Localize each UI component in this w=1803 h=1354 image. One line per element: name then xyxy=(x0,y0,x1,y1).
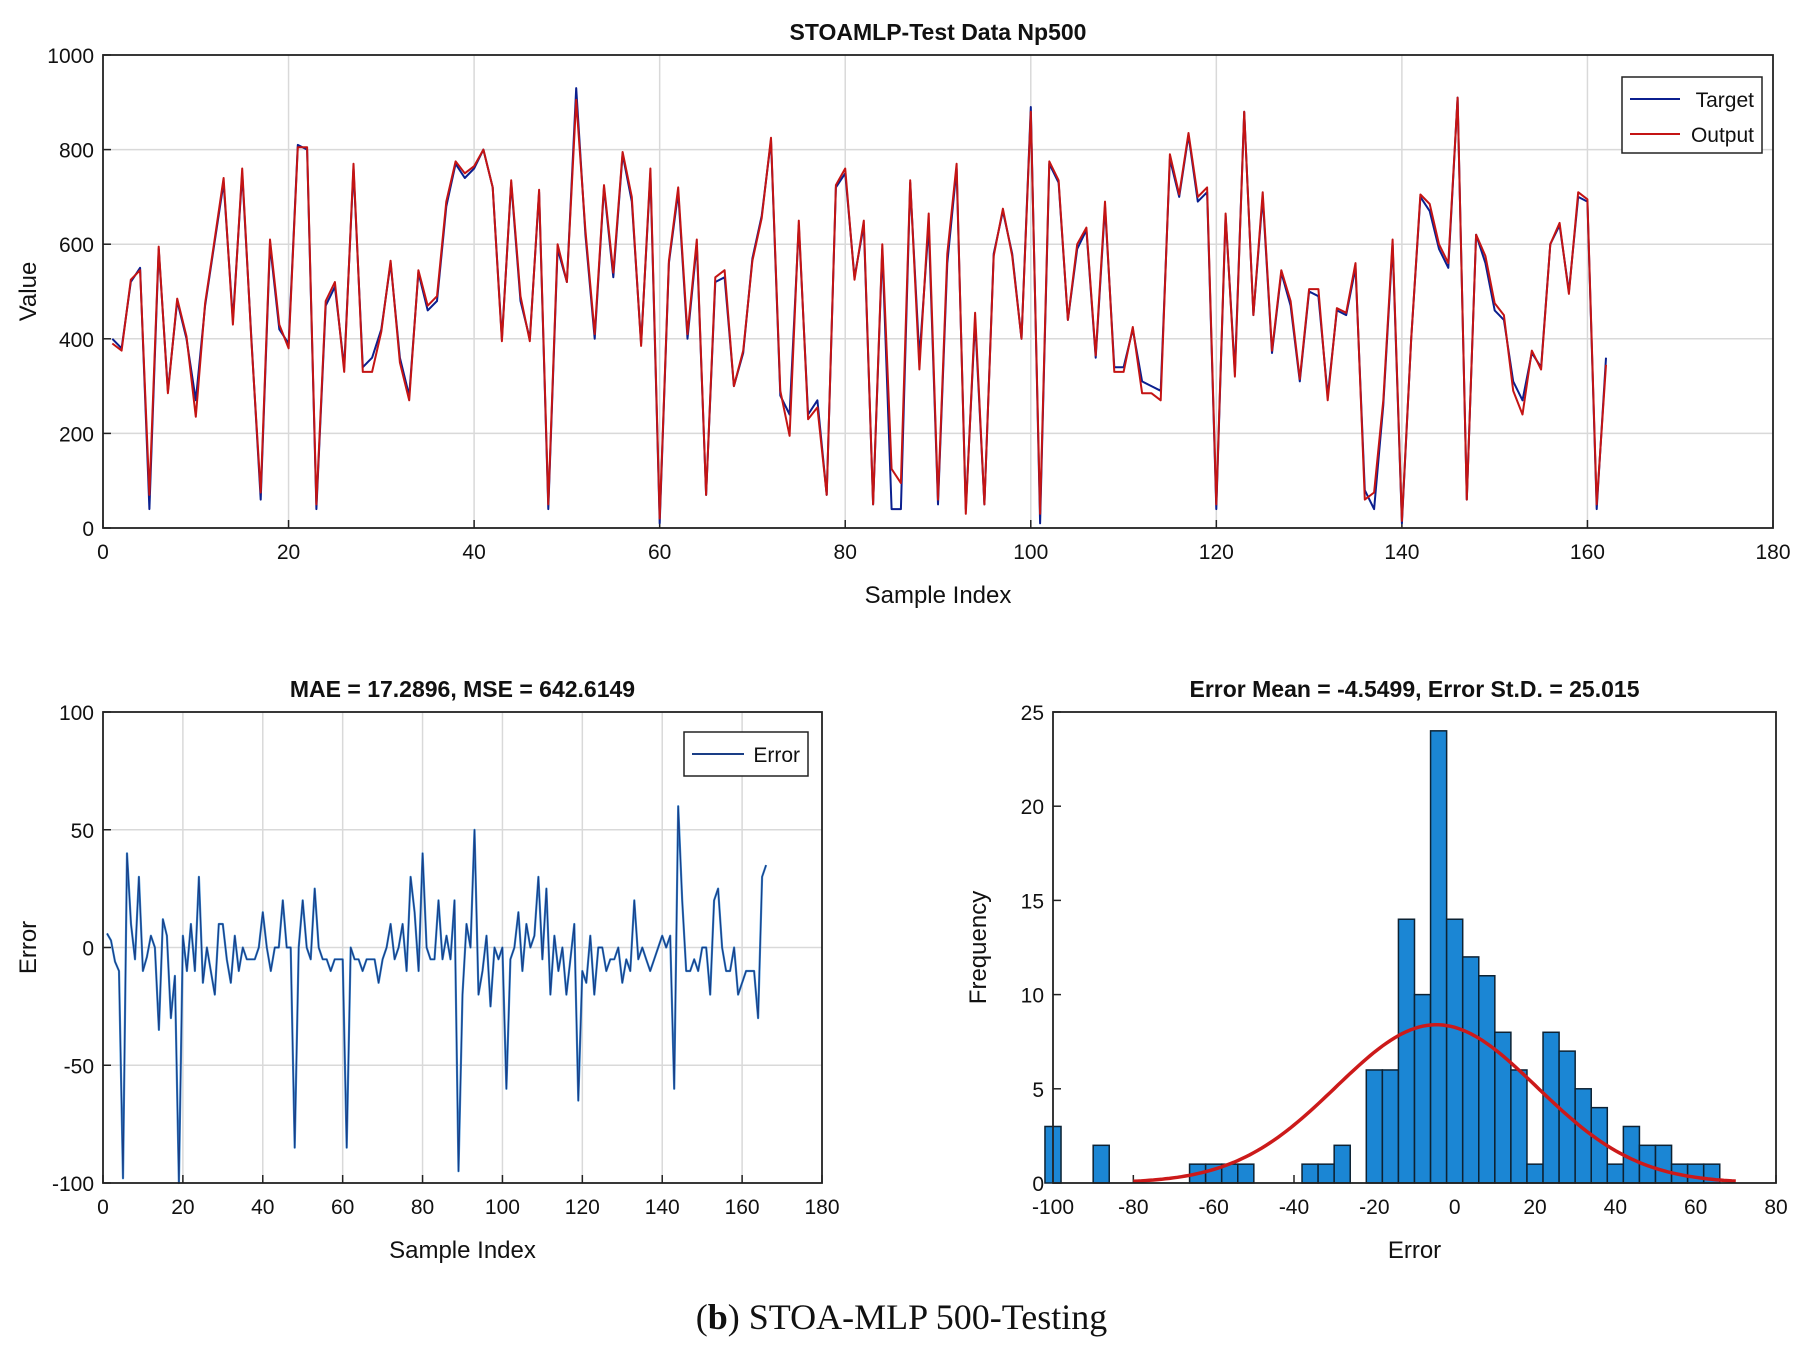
x-axis-label: Error xyxy=(1388,1237,1441,1264)
chart-title: STOAMLP-Test Data Np500 xyxy=(790,19,1087,45)
x-tick-label: 140 xyxy=(1384,541,1419,564)
x-tick-label: 80 xyxy=(1764,1196,1787,1219)
x-tick-label: 60 xyxy=(331,1196,354,1219)
x-tick-label: -60 xyxy=(1198,1196,1228,1219)
x-tick-label: 160 xyxy=(725,1196,760,1219)
figure-caption: (b) STOA-MLP 500-Testing xyxy=(695,1297,1108,1337)
x-tick-label: 80 xyxy=(834,541,857,564)
histogram-bar xyxy=(1478,975,1496,1184)
x-tick-label: 100 xyxy=(1013,541,1048,564)
legend-label-target: Target xyxy=(1696,89,1755,112)
histogram-bar xyxy=(1333,1144,1351,1184)
x-tick-label: -80 xyxy=(1118,1196,1148,1219)
legend-label-error: Error xyxy=(753,744,800,767)
error-line xyxy=(106,805,767,1184)
histogram-bar xyxy=(1461,956,1480,1184)
x-tick-label: 180 xyxy=(1755,541,1790,564)
chart-title: Error Mean = -4.5499, Error St.D. = 25.0… xyxy=(1189,676,1639,702)
x-tick-label: 40 xyxy=(251,1196,274,1219)
legend-label-output: Output xyxy=(1691,124,1754,147)
histogram-bar xyxy=(1510,1069,1528,1184)
y-tick-label: 0 xyxy=(82,518,94,541)
histogram-bar xyxy=(1092,1144,1110,1184)
x-tick-label: 120 xyxy=(565,1196,600,1219)
y-tick-label: 5 xyxy=(1032,1079,1044,1102)
x-tick-label: 40 xyxy=(1604,1196,1627,1219)
plot-area-1 xyxy=(103,55,1773,528)
plot-frame xyxy=(102,711,823,1184)
y-axis-label: Frequency xyxy=(965,891,992,1004)
x-tick-label: 0 xyxy=(1449,1196,1461,1219)
y-tick-label: 1000 xyxy=(47,45,94,68)
histogram-bar xyxy=(1317,1163,1335,1184)
y-tick-label: 0 xyxy=(1032,1173,1044,1196)
x-tick-label: 120 xyxy=(1199,541,1234,564)
y-tick-label: 800 xyxy=(59,140,94,163)
y-tick-label: 50 xyxy=(71,820,94,843)
x-tick-label: 140 xyxy=(645,1196,680,1219)
chart-title: MAE = 17.2896, MSE = 642.6149 xyxy=(290,676,635,702)
legend-box xyxy=(1621,76,1763,154)
x-tick-label: -40 xyxy=(1279,1196,1309,1219)
histogram-bar xyxy=(1413,993,1432,1184)
x-tick-label: -20 xyxy=(1359,1196,1389,1219)
x-tick-label: 40 xyxy=(462,541,485,564)
y-axis-label: Value xyxy=(15,262,42,322)
histogram-bar xyxy=(1445,918,1464,1184)
y-tick-label: -100 xyxy=(52,1173,94,1196)
x-tick-label: 0 xyxy=(97,1196,109,1219)
normal-fit-curve xyxy=(1133,1023,1736,1184)
histogram-bar xyxy=(1429,730,1448,1184)
x-tick-label: 80 xyxy=(411,1196,434,1219)
y-tick-label: 600 xyxy=(59,234,94,257)
y-tick-label: 100 xyxy=(59,702,94,725)
histogram-bar xyxy=(1397,918,1416,1184)
x-tick-label: 20 xyxy=(171,1196,194,1219)
x-tick-label: 60 xyxy=(1684,1196,1707,1219)
x-tick-label: 0 xyxy=(97,541,109,564)
histogram-bar xyxy=(1574,1088,1592,1184)
histogram-bar xyxy=(1686,1163,1705,1184)
plot-frame xyxy=(1052,711,1777,1184)
x-tick-label: 60 xyxy=(648,541,671,564)
x-tick-label: 100 xyxy=(485,1196,520,1219)
histogram-bar xyxy=(1526,1163,1544,1184)
y-tick-label: -50 xyxy=(64,1055,94,1078)
x-tick-label: 20 xyxy=(277,541,300,564)
y-tick-label: 400 xyxy=(59,329,94,352)
plot-frame xyxy=(102,54,1774,529)
histogram-bar xyxy=(1237,1163,1255,1184)
histogram-bar xyxy=(1654,1144,1673,1184)
caption-letter: b xyxy=(707,1297,728,1337)
y-tick-label: 25 xyxy=(1021,702,1044,725)
caption-text: STOA-MLP 500-Testing xyxy=(748,1297,1108,1337)
y-tick-label: 20 xyxy=(1021,796,1044,819)
x-axis-label: Sample Index xyxy=(865,582,1012,609)
histogram-bar xyxy=(1301,1163,1319,1184)
x-tick-label: -100 xyxy=(1032,1196,1074,1219)
series-line-output xyxy=(111,96,1607,522)
histogram-bar xyxy=(1381,1069,1400,1184)
y-axis-label: Error xyxy=(15,921,42,974)
x-tick-label: 20 xyxy=(1523,1196,1546,1219)
histogram-bar xyxy=(1606,1163,1625,1184)
x-tick-label: 160 xyxy=(1570,541,1605,564)
y-tick-label: 0 xyxy=(82,938,94,961)
y-tick-label: 15 xyxy=(1021,890,1044,913)
histogram-bar xyxy=(1365,1069,1384,1184)
y-tick-label: 200 xyxy=(59,423,94,446)
x-tick-label: 180 xyxy=(804,1196,839,1219)
y-tick-label: 10 xyxy=(1021,985,1044,1008)
x-axis-label: Sample Index xyxy=(389,1237,536,1264)
